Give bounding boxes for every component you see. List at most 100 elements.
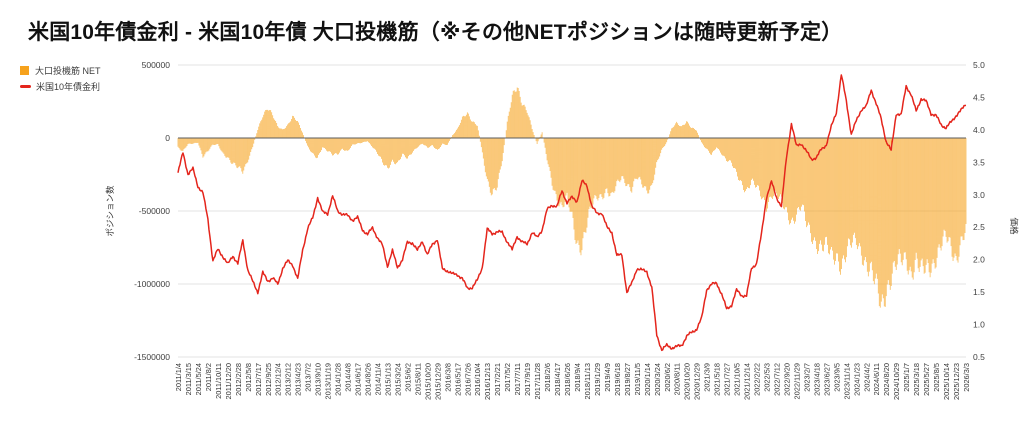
svg-text:2023/11/14: 2023/11/14	[842, 363, 851, 399]
svg-text:2017/11/28: 2017/11/28	[533, 363, 542, 399]
svg-text:2014/8/26: 2014/8/26	[364, 363, 373, 396]
svg-text:3.0: 3.0	[973, 190, 985, 200]
svg-text:4.5: 4.5	[973, 92, 985, 102]
svg-text:2015/6/2: 2015/6/2	[403, 363, 412, 392]
svg-text:0.5: 0.5	[973, 352, 985, 362]
svg-text:2024/1/23: 2024/1/23	[852, 363, 861, 396]
svg-text:-500000: -500000	[139, 206, 170, 216]
svg-text:2.5: 2.5	[973, 222, 985, 232]
x-axis-labels: 2011/1/4 2011/3/15 2011/5/24 2011/8/2 2011/1…	[174, 363, 971, 400]
svg-text:2011/10/11: 2011/10/11	[214, 363, 223, 399]
svg-text:-1500000: -1500000	[134, 352, 170, 362]
svg-text:1.5: 1.5	[973, 287, 985, 297]
svg-text:2011/8/2: 2011/8/2	[204, 363, 213, 391]
svg-text:2017/5/2: 2017/5/2	[503, 363, 512, 392]
svg-text:2015/8/11: 2015/8/11	[413, 363, 422, 395]
svg-text:2015/12/29: 2015/12/29	[433, 363, 442, 400]
svg-text:2011/12/20: 2011/12/20	[224, 363, 233, 399]
yield-line	[177, 74, 967, 352]
svg-text:2011/3/15: 2011/3/15	[184, 363, 193, 395]
svg-text:2013/9/10: 2013/9/10	[314, 363, 323, 396]
svg-text:2020/8/11: 2020/8/11	[673, 363, 682, 395]
svg-text:2023/2/7: 2023/2/7	[802, 363, 811, 392]
svg-text:4.0: 4.0	[973, 125, 985, 135]
svg-text:2025/1/7: 2025/1/7	[902, 363, 911, 392]
svg-text:2012/9/25: 2012/9/25	[264, 363, 273, 396]
left-axis-labels: 500000 0 -500000 -1000000 -1500000	[134, 60, 170, 362]
svg-text:2015/10/20: 2015/10/20	[423, 363, 432, 400]
svg-text:2019/4/9: 2019/4/9	[603, 363, 612, 392]
svg-text:2019/1/29: 2019/1/29	[593, 363, 602, 396]
net-position-bars	[177, 87, 967, 308]
svg-text:2011/5/24: 2011/5/24	[194, 363, 203, 395]
svg-text:3.5: 3.5	[973, 157, 985, 167]
svg-text:2013/4/23: 2013/4/23	[294, 363, 303, 396]
svg-text:2012/5/8: 2012/5/8	[244, 363, 253, 392]
svg-text:2024/8/20: 2024/8/20	[882, 363, 891, 396]
svg-text:2022/7/12: 2022/7/12	[772, 363, 781, 396]
svg-text:2017/9/19: 2017/9/19	[523, 363, 532, 396]
svg-text:5.0: 5.0	[973, 60, 985, 70]
svg-text:2018/9/4: 2018/9/4	[573, 363, 582, 392]
svg-text:2021/7/27: 2021/7/27	[723, 363, 732, 396]
svg-text:2025/3/18: 2025/3/18	[912, 363, 921, 396]
svg-text:2024/10/29: 2024/10/29	[892, 363, 901, 400]
svg-text:2016/10/4: 2016/10/4	[473, 363, 482, 396]
svg-text:2019/6/18: 2019/6/18	[613, 363, 622, 396]
svg-text:2021/10/5: 2021/10/5	[733, 363, 742, 396]
svg-text:2025/12/23: 2025/12/23	[952, 363, 961, 400]
svg-text:2018/11/13: 2018/11/13	[583, 363, 592, 399]
legend-label-net: 大口投機筋 NET	[35, 65, 101, 76]
svg-text:2025/5/27: 2025/5/27	[922, 363, 931, 396]
right-axis-title: 価格	[1009, 217, 1019, 235]
svg-text:1.0: 1.0	[973, 320, 985, 330]
svg-text:2016/5/17: 2016/5/17	[453, 363, 462, 396]
svg-text:2023/6/27: 2023/6/27	[822, 363, 831, 396]
svg-text:2024/6/11: 2024/6/11	[872, 363, 881, 395]
legend-item-yield: 米国10年債金利	[20, 78, 101, 94]
svg-text:2013/11/19: 2013/11/19	[324, 363, 333, 399]
svg-text:2016/3/8: 2016/3/8	[443, 363, 452, 392]
left-axis-title: ポジション数	[105, 185, 115, 237]
svg-text:2022/2/22: 2022/2/22	[753, 363, 762, 396]
svg-text:2016/7/26: 2016/7/26	[463, 363, 472, 396]
legend-label-yield: 米国10年債金利	[36, 81, 101, 92]
svg-text:2014/1/28: 2014/1/28	[334, 363, 343, 396]
svg-text:2014/11/4: 2014/11/4	[373, 363, 382, 395]
svg-text:2018/4/17: 2018/4/17	[553, 363, 562, 396]
svg-text:2022/11/29: 2022/11/29	[792, 363, 801, 399]
svg-text:2020/10/20: 2020/10/20	[683, 363, 692, 400]
svg-text:-1000000: -1000000	[134, 279, 170, 289]
svg-text:2015/1/13: 2015/1/13	[383, 363, 392, 396]
svg-text:2021/3/9: 2021/3/9	[703, 363, 712, 392]
svg-text:0: 0	[165, 133, 170, 143]
svg-text:2.0: 2.0	[973, 255, 985, 265]
svg-text:2026/3/3: 2026/3/3	[962, 363, 971, 392]
svg-text:2019/11/5: 2019/11/5	[633, 363, 642, 395]
svg-text:2011/1/4: 2011/1/4	[174, 363, 183, 391]
svg-text:2015/3/24: 2015/3/24	[393, 363, 402, 396]
svg-text:2025/8/5: 2025/8/5	[932, 363, 941, 392]
line-swatch-icon	[20, 84, 31, 88]
svg-text:2012/12/4: 2012/12/4	[274, 363, 283, 396]
chart-legend: 大口投機筋 NET 米国10年債金利	[20, 62, 101, 94]
legend-item-net: 大口投機筋 NET	[20, 62, 101, 78]
svg-text:2019/8/27: 2019/8/27	[623, 363, 632, 396]
svg-text:2020/6/2: 2020/6/2	[663, 363, 672, 392]
svg-text:2018/2/6: 2018/2/6	[543, 363, 552, 392]
svg-text:2014/6/17: 2014/6/17	[354, 363, 363, 396]
svg-text:2016/12/13: 2016/12/13	[483, 363, 492, 400]
svg-text:2020/12/29: 2020/12/29	[693, 363, 702, 400]
svg-text:2014/4/8: 2014/4/8	[344, 363, 353, 392]
svg-text:2017/2/21: 2017/2/21	[493, 363, 502, 396]
svg-text:2012/2/28: 2012/2/28	[234, 363, 243, 396]
svg-text:2022/9/20: 2022/9/20	[782, 363, 791, 396]
svg-text:2020/3/24: 2020/3/24	[653, 363, 662, 396]
chart-title: 米国10年債金利 - 米国10年債 大口投機筋（※その他NETポジションは随時更…	[28, 21, 843, 44]
bar-swatch-icon	[20, 65, 29, 75]
svg-text:2018/6/26: 2018/6/26	[563, 363, 572, 396]
svg-text:2013/2/12: 2013/2/12	[284, 363, 293, 396]
svg-text:2024/4/2: 2024/4/2	[862, 363, 871, 392]
